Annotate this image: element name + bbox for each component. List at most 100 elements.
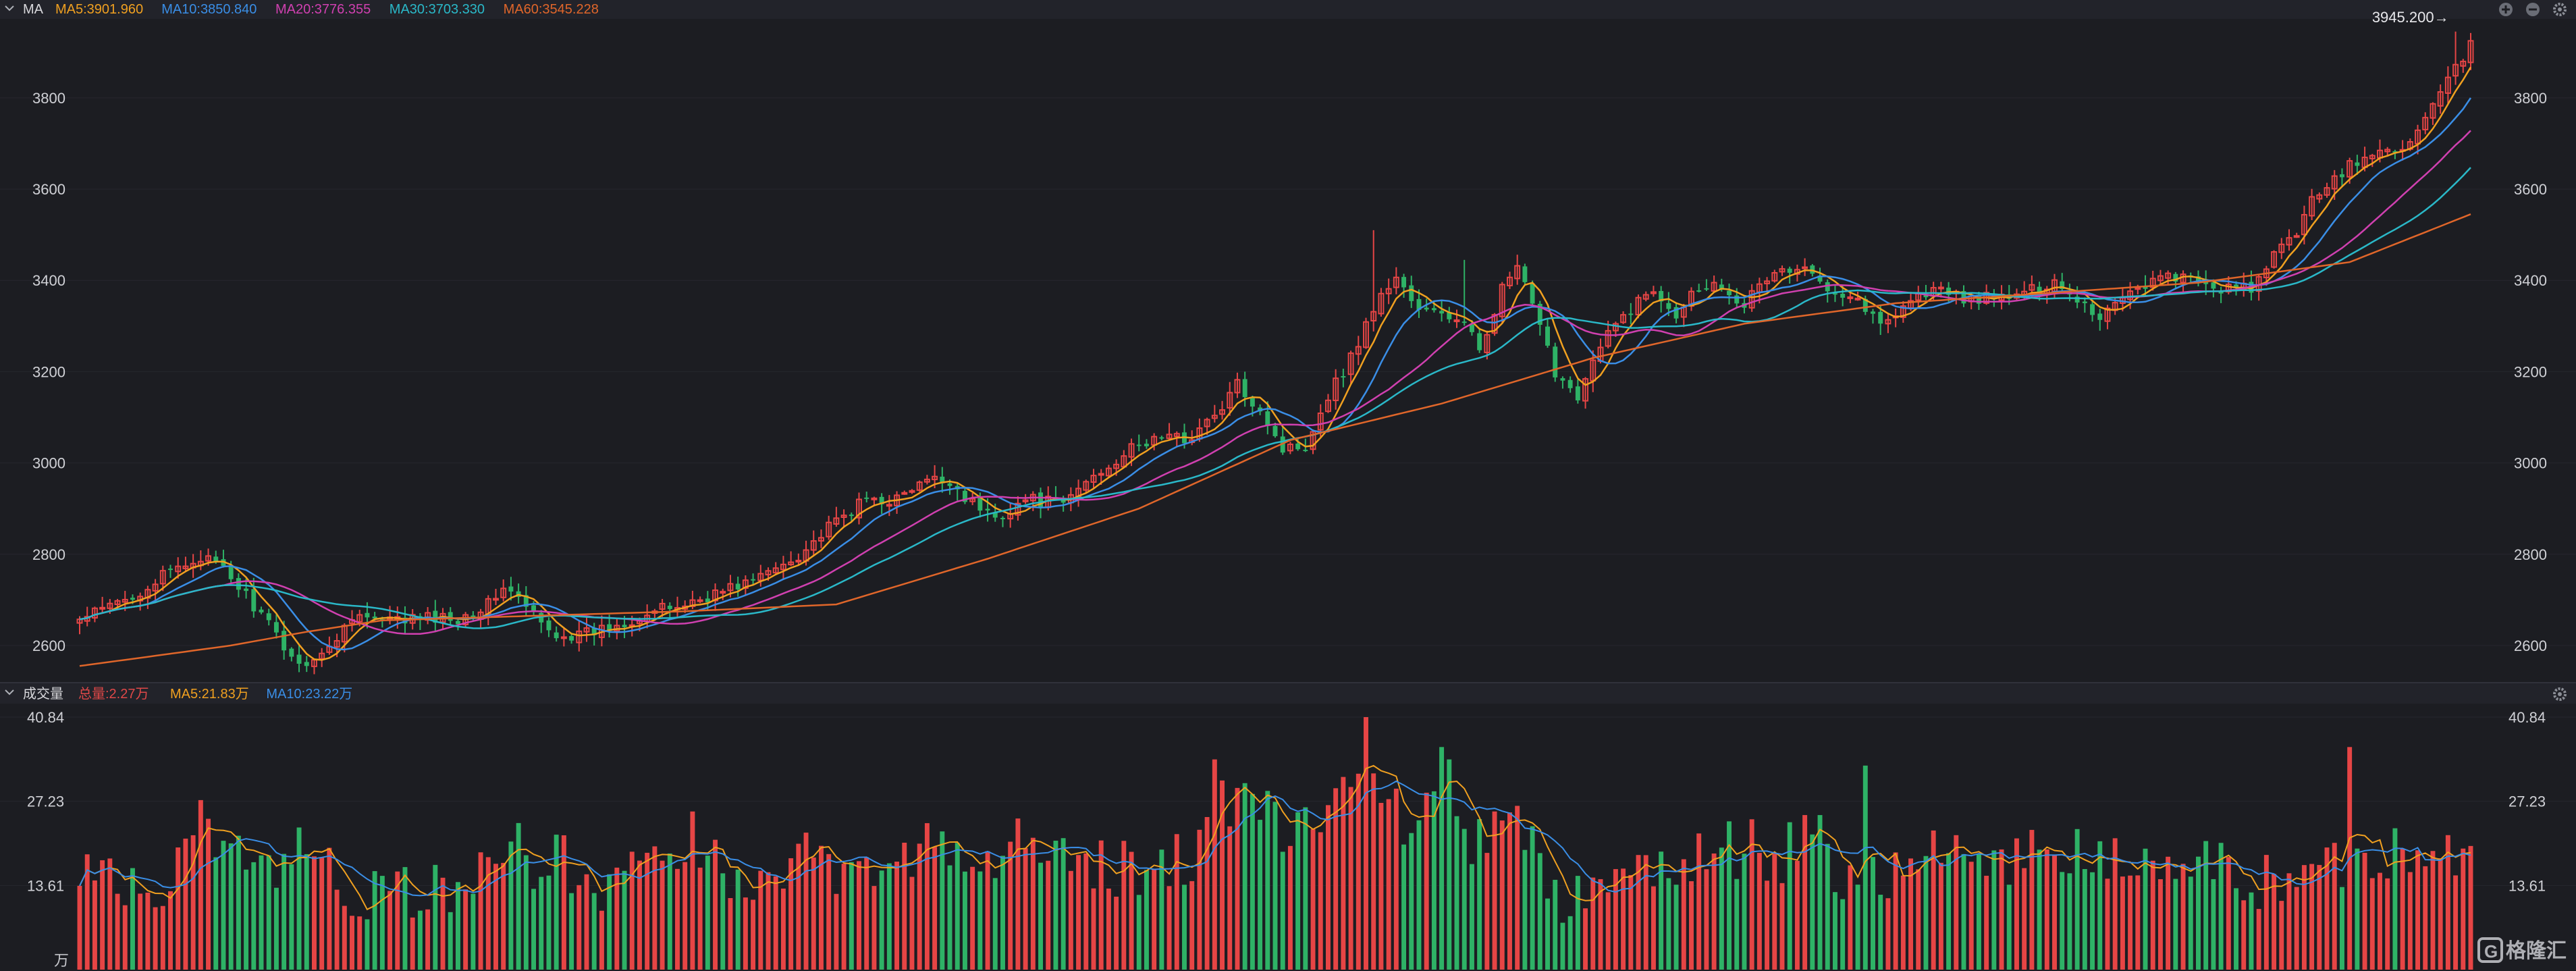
volume-bar	[425, 909, 431, 970]
volume-bar	[1643, 855, 1648, 970]
candle-body	[1923, 294, 1929, 298]
candle-body	[1764, 280, 1771, 284]
volume-bar	[2400, 848, 2405, 970]
volume-bar	[1756, 853, 1762, 970]
candle-body	[1522, 266, 1528, 282]
candle-body	[523, 595, 529, 607]
volume-bar	[471, 893, 476, 970]
price-tick-label: 3600	[32, 181, 65, 198]
candle-body	[2225, 284, 2232, 293]
volume-bar	[1182, 885, 1187, 970]
candle-body	[1530, 283, 1535, 304]
candle-body	[266, 613, 271, 621]
volume-bar	[2180, 864, 2186, 970]
volume-bar	[834, 893, 839, 970]
candle-body	[1401, 277, 1407, 288]
candle-body	[296, 654, 302, 664]
candle-body	[319, 652, 325, 660]
candle-body	[273, 622, 279, 633]
candle-body	[940, 476, 945, 483]
volume-bar	[2286, 873, 2292, 970]
candle-body	[1022, 499, 1029, 502]
candle-body	[864, 497, 869, 499]
volume-bar	[273, 887, 279, 970]
volume-bar	[1794, 860, 1800, 970]
candle-body	[1250, 398, 1255, 407]
candle-body	[1219, 409, 1226, 415]
volume-bar	[1303, 807, 1308, 970]
volume-bar	[1409, 833, 1414, 970]
candle-body	[1871, 311, 1875, 314]
candle-body	[2074, 296, 2080, 303]
candle-body	[485, 598, 491, 616]
chevron-down-icon[interactable]	[5, 689, 14, 696]
volume-bar	[1166, 886, 1172, 970]
volume-bar	[2196, 856, 2201, 970]
volume-bar	[1106, 888, 1111, 970]
candle-body	[977, 497, 983, 511]
volume-bar	[342, 906, 347, 970]
volume-bar	[1083, 853, 1089, 970]
volume-bar	[1704, 869, 1709, 970]
candle-body	[1227, 392, 1233, 409]
volume-bar	[1189, 881, 1195, 970]
volume-bar	[1862, 765, 1868, 970]
volume-bar	[1719, 847, 1724, 970]
candle-body	[539, 612, 544, 623]
volume-bar	[894, 862, 900, 970]
candle-body	[2422, 117, 2429, 130]
volume-bar	[2263, 855, 2269, 970]
candle-body	[667, 606, 672, 609]
high-price-annotation: 3945.200→	[2372, 9, 2449, 26]
volume-bar	[796, 843, 801, 970]
volume-bar	[2090, 872, 2095, 970]
volume-bar	[244, 869, 249, 970]
volume-bar	[1364, 717, 1368, 970]
volume-bar	[122, 905, 128, 970]
volume-bar	[1787, 822, 1792, 970]
volume-bar	[1871, 857, 1875, 970]
candle-body	[152, 583, 159, 592]
candle-body	[554, 632, 559, 639]
volume-bar	[1204, 817, 1210, 970]
volume-bar	[2188, 876, 2193, 970]
volume-legend-label: 总量:2.27万	[78, 686, 149, 702]
volume-bar	[1378, 803, 1384, 970]
candle-body	[1310, 431, 1316, 450]
candle-body	[576, 630, 583, 644]
volume-bar	[115, 893, 120, 970]
gear-icon[interactable]	[2553, 687, 2567, 701]
candle-body	[2384, 149, 2391, 153]
candle-body	[304, 662, 309, 666]
volume-bar	[1129, 851, 1134, 970]
volume-bar	[1605, 892, 1611, 970]
volume-bar	[962, 871, 967, 970]
volume-bar	[591, 893, 597, 970]
gear-icon[interactable]	[2553, 3, 2567, 16]
volume-legend: 总量:2.27万 MA5:21.83万 MA10:23.22万	[78, 686, 352, 702]
chevron-down-icon[interactable]	[5, 5, 14, 11]
volume-bar	[697, 867, 703, 970]
minus-circle-icon[interactable]	[2526, 3, 2540, 16]
candle-body	[849, 515, 854, 517]
volume-bar	[554, 835, 559, 970]
candle-body	[1015, 502, 1021, 516]
candle-body	[622, 625, 627, 627]
candle-body	[720, 591, 726, 594]
candle-body	[1673, 307, 1679, 319]
volume-bar	[1885, 898, 1891, 970]
moving-average-lines	[79, 66, 2472, 667]
volume-bar	[1734, 878, 1740, 970]
candle-body	[531, 605, 537, 612]
volume-bar	[387, 891, 393, 970]
candle-body	[228, 565, 234, 579]
volume-tick-label: 40.84	[2508, 709, 2546, 726]
candle-body	[2143, 286, 2148, 289]
volume-bar	[1810, 834, 1815, 970]
plus-circle-icon[interactable]	[2499, 3, 2513, 16]
volume-bar	[2074, 829, 2080, 970]
volume-bar	[1318, 832, 1323, 970]
volume-bars	[77, 717, 2473, 970]
volume-bar	[77, 885, 82, 970]
volume-bar	[176, 847, 181, 970]
